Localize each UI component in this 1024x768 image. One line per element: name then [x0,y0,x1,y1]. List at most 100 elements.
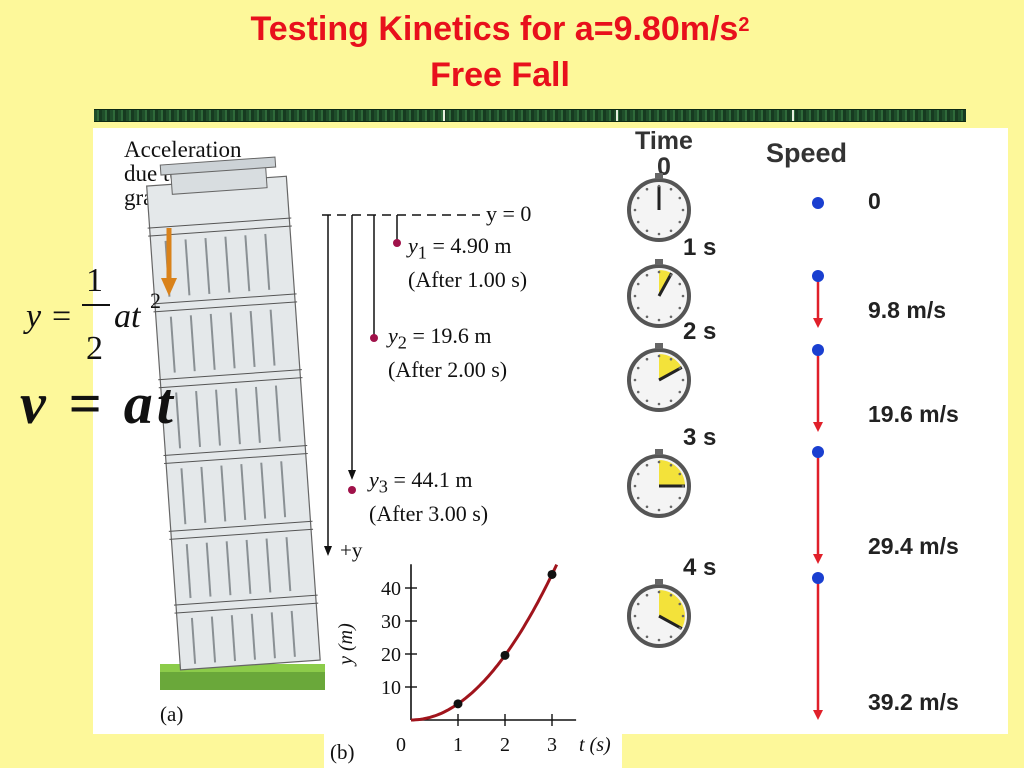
stopwatch-tick [633,294,637,298]
panel-b-label: (b) [330,740,355,764]
velocity-arrowhead [813,318,823,328]
stopwatch-tick [636,390,640,394]
falling-ball [812,572,824,584]
stopwatch-tick [657,318,661,322]
time-note: (After 3.00 s) [369,501,489,527]
bar-segment-divider [443,110,445,121]
subscript: 2 [397,332,407,353]
stopwatch-tick [678,602,682,606]
stopwatch-icon [627,343,691,412]
stopwatch-tick [678,472,682,476]
stopwatch-tick [678,626,682,630]
subscript: 1 [417,242,427,263]
stopwatch-tick [657,184,661,188]
y-tick-label: 30 [381,611,401,633]
stopwatch-tick [669,463,673,467]
stopwatch-crown [655,173,663,179]
stopwatch-tick [657,638,661,642]
var-y: y [369,467,379,492]
eq-rhs: at [114,298,141,335]
stopwatch-tick [645,357,649,361]
stopwatch-tick [633,614,637,618]
stopwatch-crown [655,259,663,265]
stopwatch-icon [627,259,691,328]
stopwatch-icon [627,173,691,242]
reference-label: y = 0 [486,201,532,226]
speed-header: Speed [766,138,848,168]
stopwatch-tick [678,220,682,224]
position-value: = 44.1 m [387,467,473,492]
speed-value: 39.2 m/s [868,689,959,715]
y-tick-label: 20 [381,644,401,666]
x-tick-label: 3 [547,734,557,756]
stopwatch-tick [645,463,649,467]
stopwatch-tick [678,390,682,394]
y-tick-label: 10 [381,677,401,699]
bar-segment-divider [616,110,618,121]
stopwatch-tick [636,496,640,500]
stopwatch-tick [657,354,661,358]
stopwatch-tick [669,273,673,277]
stopwatch-icon [627,449,691,518]
stopwatch-tick [633,484,637,488]
time-header: Time 0 [625,128,703,180]
stopwatch-tick [669,187,673,191]
divider-bar [94,109,966,122]
stopwatch-hand [658,366,683,382]
x-axis-label: t (s) [579,734,611,756]
stopwatch-tick [678,282,682,286]
x-tick-label: 0 [396,734,406,756]
elapsed-time-label: 4 s [683,554,717,581]
stopwatch-tick [636,306,640,310]
x-tick-label: 1 [453,734,463,756]
stopwatch-tick [681,378,685,382]
speed-value: 0 [868,188,881,214]
speed-value: 19.6 m/s [868,401,959,427]
stopwatch-tick [681,484,685,488]
y-axis-label: y (m) [335,623,357,667]
data-point [547,569,557,579]
elapsed-time-label: 1 s [683,234,717,261]
stopwatch-tick [645,229,649,233]
subscript: 3 [378,476,388,497]
stopwatch-tick [633,378,637,382]
data-point [500,650,510,660]
stopwatch-tick [633,208,637,212]
graph-panel [324,560,622,768]
speed-value: 29.4 m/s [868,533,959,559]
y-tick-label: 40 [381,578,401,600]
stopwatch-tick [636,282,640,286]
eq-lhs: y [26,298,42,335]
eq-numerator: 1 [86,262,103,299]
var-y: y [408,233,418,258]
stopwatch-crown [655,449,663,455]
stopwatch-tick [669,593,673,597]
stopwatch-tick [657,232,661,236]
slide-title: Testing Kinetics for a=9.80m/s2 Free Fal… [0,6,1000,98]
stopwatch-tick [681,614,685,618]
stopwatch-tick [645,505,649,509]
velocity-arrowhead [813,422,823,432]
stopwatch-crown [655,343,663,349]
velocity-arrowhead [813,710,823,720]
time-note: (After 1.00 s) [408,267,528,293]
stopwatch-tick [645,273,649,277]
stopwatch-tick [669,635,673,639]
stopwatch-elapsed-wedge [659,460,685,486]
var-y: y [388,323,398,348]
falling-ball [812,344,824,356]
stopwatch-tick [636,220,640,224]
stopwatch-tick [669,357,673,361]
stopwatch-tick [645,187,649,191]
stopwatch-tick [669,315,673,319]
time-note: (After 2.00 s) [388,357,508,383]
velocity-equation: v = at [20,371,177,436]
title-line2: Free Fall [430,56,570,94]
speed-value: 9.8 m/s [868,297,946,323]
title-line1: Testing Kinetics for a=9.80m/s [250,10,739,48]
data-point [453,699,463,709]
stopwatch-tick [669,229,673,233]
